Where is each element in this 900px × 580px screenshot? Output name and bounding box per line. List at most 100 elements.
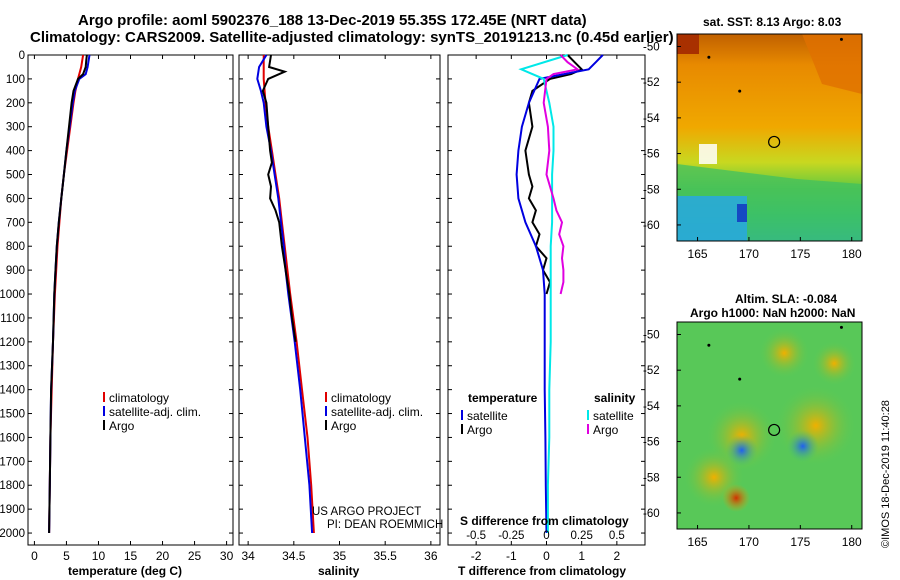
sla-anomaly [722, 483, 751, 512]
sla-anomaly [812, 341, 857, 386]
x-tick-label: 5 [63, 549, 70, 563]
map-x-tick-label: 175 [790, 247, 810, 261]
x-tick-label: 2 [614, 549, 621, 563]
title-line-2: Climatology: CARS2009. Satellite-adjuste… [30, 29, 674, 46]
y-tick-label: 600 [6, 193, 25, 205]
legend-title-temperature: temperature [468, 391, 538, 405]
legend-label: Argo [109, 419, 135, 433]
legend-label: satellite [593, 409, 634, 423]
legend-label: Argo [467, 423, 493, 437]
x-tick-label: -2 [471, 549, 482, 563]
island-marker [839, 325, 843, 329]
legend-label: Argo [331, 419, 357, 433]
dark-cold-spot [737, 204, 747, 222]
difference-top-label: S difference from climatology [460, 514, 629, 528]
x-tick-label: 1 [578, 549, 585, 563]
series-argo [261, 54, 297, 342]
map-y-tick-label: -50 [643, 329, 660, 341]
y-tick-label: 700 [6, 217, 25, 229]
legend-label: satellite-adj. clim. [109, 405, 201, 419]
y-tick-label: 1800 [0, 480, 25, 492]
legend-label: climatology [331, 391, 391, 405]
top-tick-label: 0.25 [570, 530, 592, 542]
profile-location-marker [768, 135, 781, 149]
y-tick-label: 1000 [0, 289, 25, 301]
y-tick-label: 100 [6, 74, 25, 86]
sla-anomaly [725, 434, 758, 467]
y-tick-label: 2000 [0, 528, 25, 540]
x-tick-label: 0 [543, 549, 550, 563]
salinity-xlabel: salinity [318, 564, 360, 578]
x-tick-label: 30 [220, 549, 234, 563]
map-y-tick-label: -52 [643, 77, 660, 89]
island-marker [707, 55, 711, 59]
imos-credit: ©IMOS 18-Dec-2019 11:40:28 [880, 400, 892, 548]
title-line-1: Argo profile: aoml 5902376_188 13-Dec-20… [78, 12, 587, 29]
y-tick-label: 1200 [0, 337, 25, 349]
y-tick-label: 0 [19, 50, 25, 62]
x-tick-label: -1 [506, 549, 517, 563]
top-tick-label: 0 [543, 530, 549, 542]
sla-anomaly [759, 328, 810, 379]
x-tick-label: 20 [156, 549, 170, 563]
y-tick-label: 500 [6, 170, 25, 182]
map-x-tick-label: 180 [842, 247, 862, 261]
map-x-tick-label: 170 [739, 535, 759, 549]
series-temperature-argo [524, 54, 584, 295]
x-tick-label: 15 [124, 549, 138, 563]
island-marker [839, 37, 843, 41]
island-marker [738, 89, 742, 93]
y-tick-label: 1700 [0, 456, 25, 468]
map-frame [676, 33, 863, 242]
map-y-tick-label: -60 [643, 220, 660, 232]
warm-patch [677, 34, 699, 54]
cold-patch-sw [677, 196, 747, 241]
y-tick-label: 1500 [0, 409, 25, 421]
map-y-tick-label: -52 [643, 365, 660, 377]
y-tick-label: 1600 [0, 432, 25, 444]
map-sst: -50 -52 -54 -56 -58 -60 165 170 175 180 [643, 33, 863, 261]
map-y-tick-label: -58 [643, 472, 660, 484]
map-y-tick-label: -50 [643, 41, 660, 53]
legend-label: satellite [467, 409, 508, 423]
map-y-tick-label: -60 [643, 508, 660, 520]
map-y-tick-label: -56 [643, 149, 660, 161]
x-tick-label: 10 [92, 549, 106, 563]
y-tick-label: 800 [6, 241, 25, 253]
map-x-tick-label: 180 [842, 535, 862, 549]
sla-anomaly [786, 430, 819, 463]
map-sla: -50 -52 -54 -56 -58 -60 165 170 175 180 [643, 321, 863, 549]
y-tick-label: 1900 [0, 504, 25, 516]
island-marker [707, 343, 711, 347]
x-tick-label: 35.5 [374, 549, 398, 563]
project-annotation-2: PI: DEAN ROEMMICH [327, 519, 444, 531]
legend-label: climatology [109, 391, 169, 405]
legend-title-salinity: salinity [594, 391, 636, 405]
x-tick-label: 36 [424, 549, 438, 563]
x-tick-label: 25 [188, 549, 202, 563]
map-y-tick-label: -54 [643, 401, 660, 413]
map-x-tick-label: 170 [739, 247, 759, 261]
plot-frame-temperature [27, 54, 234, 546]
series-temperature-satellite [515, 54, 604, 534]
map-y-tick-label: -56 [643, 437, 660, 449]
series-satellite-adj-clim- [256, 54, 314, 534]
top-tick-label: 0.5 [609, 530, 625, 542]
y-tick-label: 400 [6, 146, 25, 158]
profile-location-marker [768, 423, 781, 437]
map-x-tick-label: 165 [688, 247, 708, 261]
y-tick-label: 200 [6, 98, 25, 110]
top-tick-label: -0.5 [466, 530, 486, 542]
series-argo [48, 54, 88, 534]
island-marker [738, 377, 742, 381]
top-tick-label: -0.25 [498, 530, 524, 542]
map-frame [676, 321, 863, 530]
x-tick-label: 34.5 [282, 549, 306, 563]
x-tick-label: 35 [333, 549, 347, 563]
y-tick-label: 1400 [0, 385, 25, 397]
temperature-xlabel: temperature (deg C) [68, 564, 183, 578]
y-tick-label: 1100 [0, 313, 25, 325]
warm-region-ne [802, 34, 862, 94]
map-x-tick-label: 165 [688, 535, 708, 549]
